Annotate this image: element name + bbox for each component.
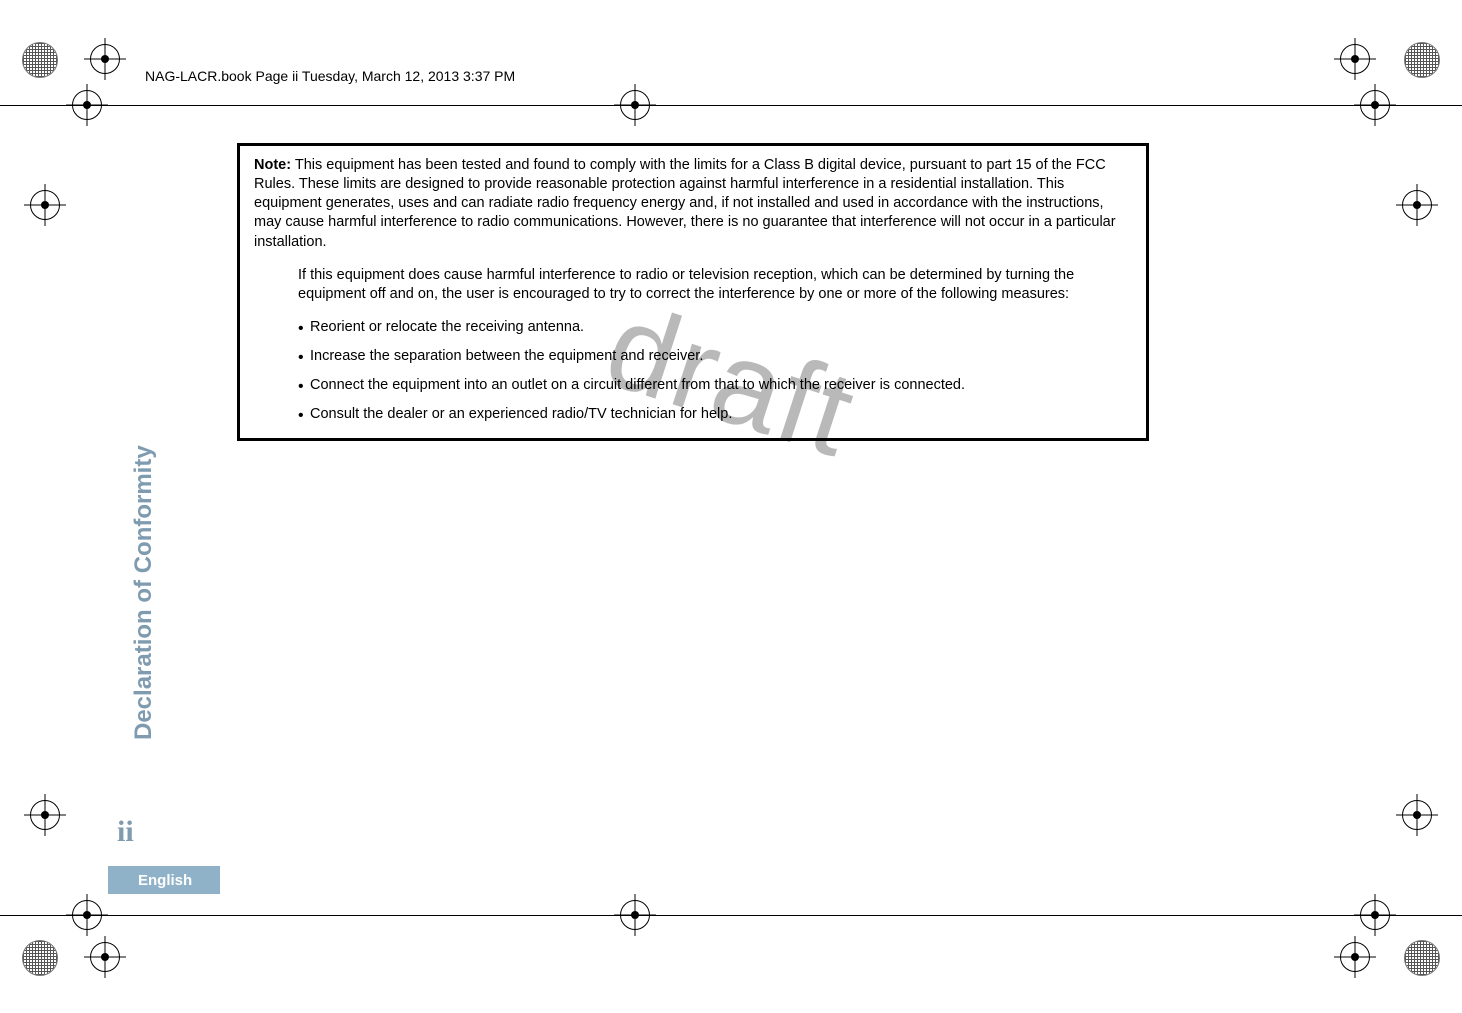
registration-mark-icon — [1402, 800, 1432, 830]
side-section-label: Declaration of Conformity — [130, 445, 158, 740]
page-number: ii — [117, 815, 134, 849]
registration-mark-icon — [72, 90, 102, 120]
note-paragraph-1-text: This equipment has been tested and found… — [254, 157, 1116, 250]
list-item: Consult the dealer or an experienced rad… — [298, 405, 1132, 424]
note-label: Note: — [254, 157, 291, 173]
crop-line-top — [0, 105, 1462, 106]
language-tab: English — [108, 866, 220, 894]
registration-mark-icon — [1402, 190, 1432, 220]
hatch-mark-icon — [1404, 42, 1440, 78]
hatch-mark-icon — [22, 940, 58, 976]
crop-line-bottom — [0, 915, 1462, 916]
registration-mark-icon — [90, 44, 120, 74]
note-paragraph-2: If this equipment does cause harmful int… — [254, 266, 1132, 304]
note-box: Note: This equipment has been tested and… — [237, 143, 1149, 441]
registration-mark-icon — [1340, 44, 1370, 74]
note-paragraph-1: Note: This equipment has been tested and… — [254, 156, 1132, 252]
language-tab-label: English — [138, 872, 192, 889]
hatch-mark-icon — [22, 42, 58, 78]
registration-mark-icon — [30, 190, 60, 220]
list-item: Connect the equipment into an outlet on … — [298, 376, 1132, 395]
registration-mark-icon — [1360, 900, 1390, 930]
hatch-mark-icon — [1404, 940, 1440, 976]
note-bullet-list: Reorient or relocate the receiving anten… — [254, 318, 1132, 425]
registration-mark-icon — [72, 900, 102, 930]
registration-mark-icon — [30, 800, 60, 830]
list-item: Increase the separation between the equi… — [298, 347, 1132, 366]
registration-mark-icon — [90, 942, 120, 972]
registration-mark-icon — [1340, 942, 1370, 972]
page-header-caption: NAG-LACR.book Page ii Tuesday, March 12,… — [145, 68, 515, 84]
registration-mark-icon — [1360, 90, 1390, 120]
registration-mark-icon — [620, 900, 650, 930]
list-item: Reorient or relocate the receiving anten… — [298, 318, 1132, 337]
registration-mark-icon — [620, 90, 650, 120]
